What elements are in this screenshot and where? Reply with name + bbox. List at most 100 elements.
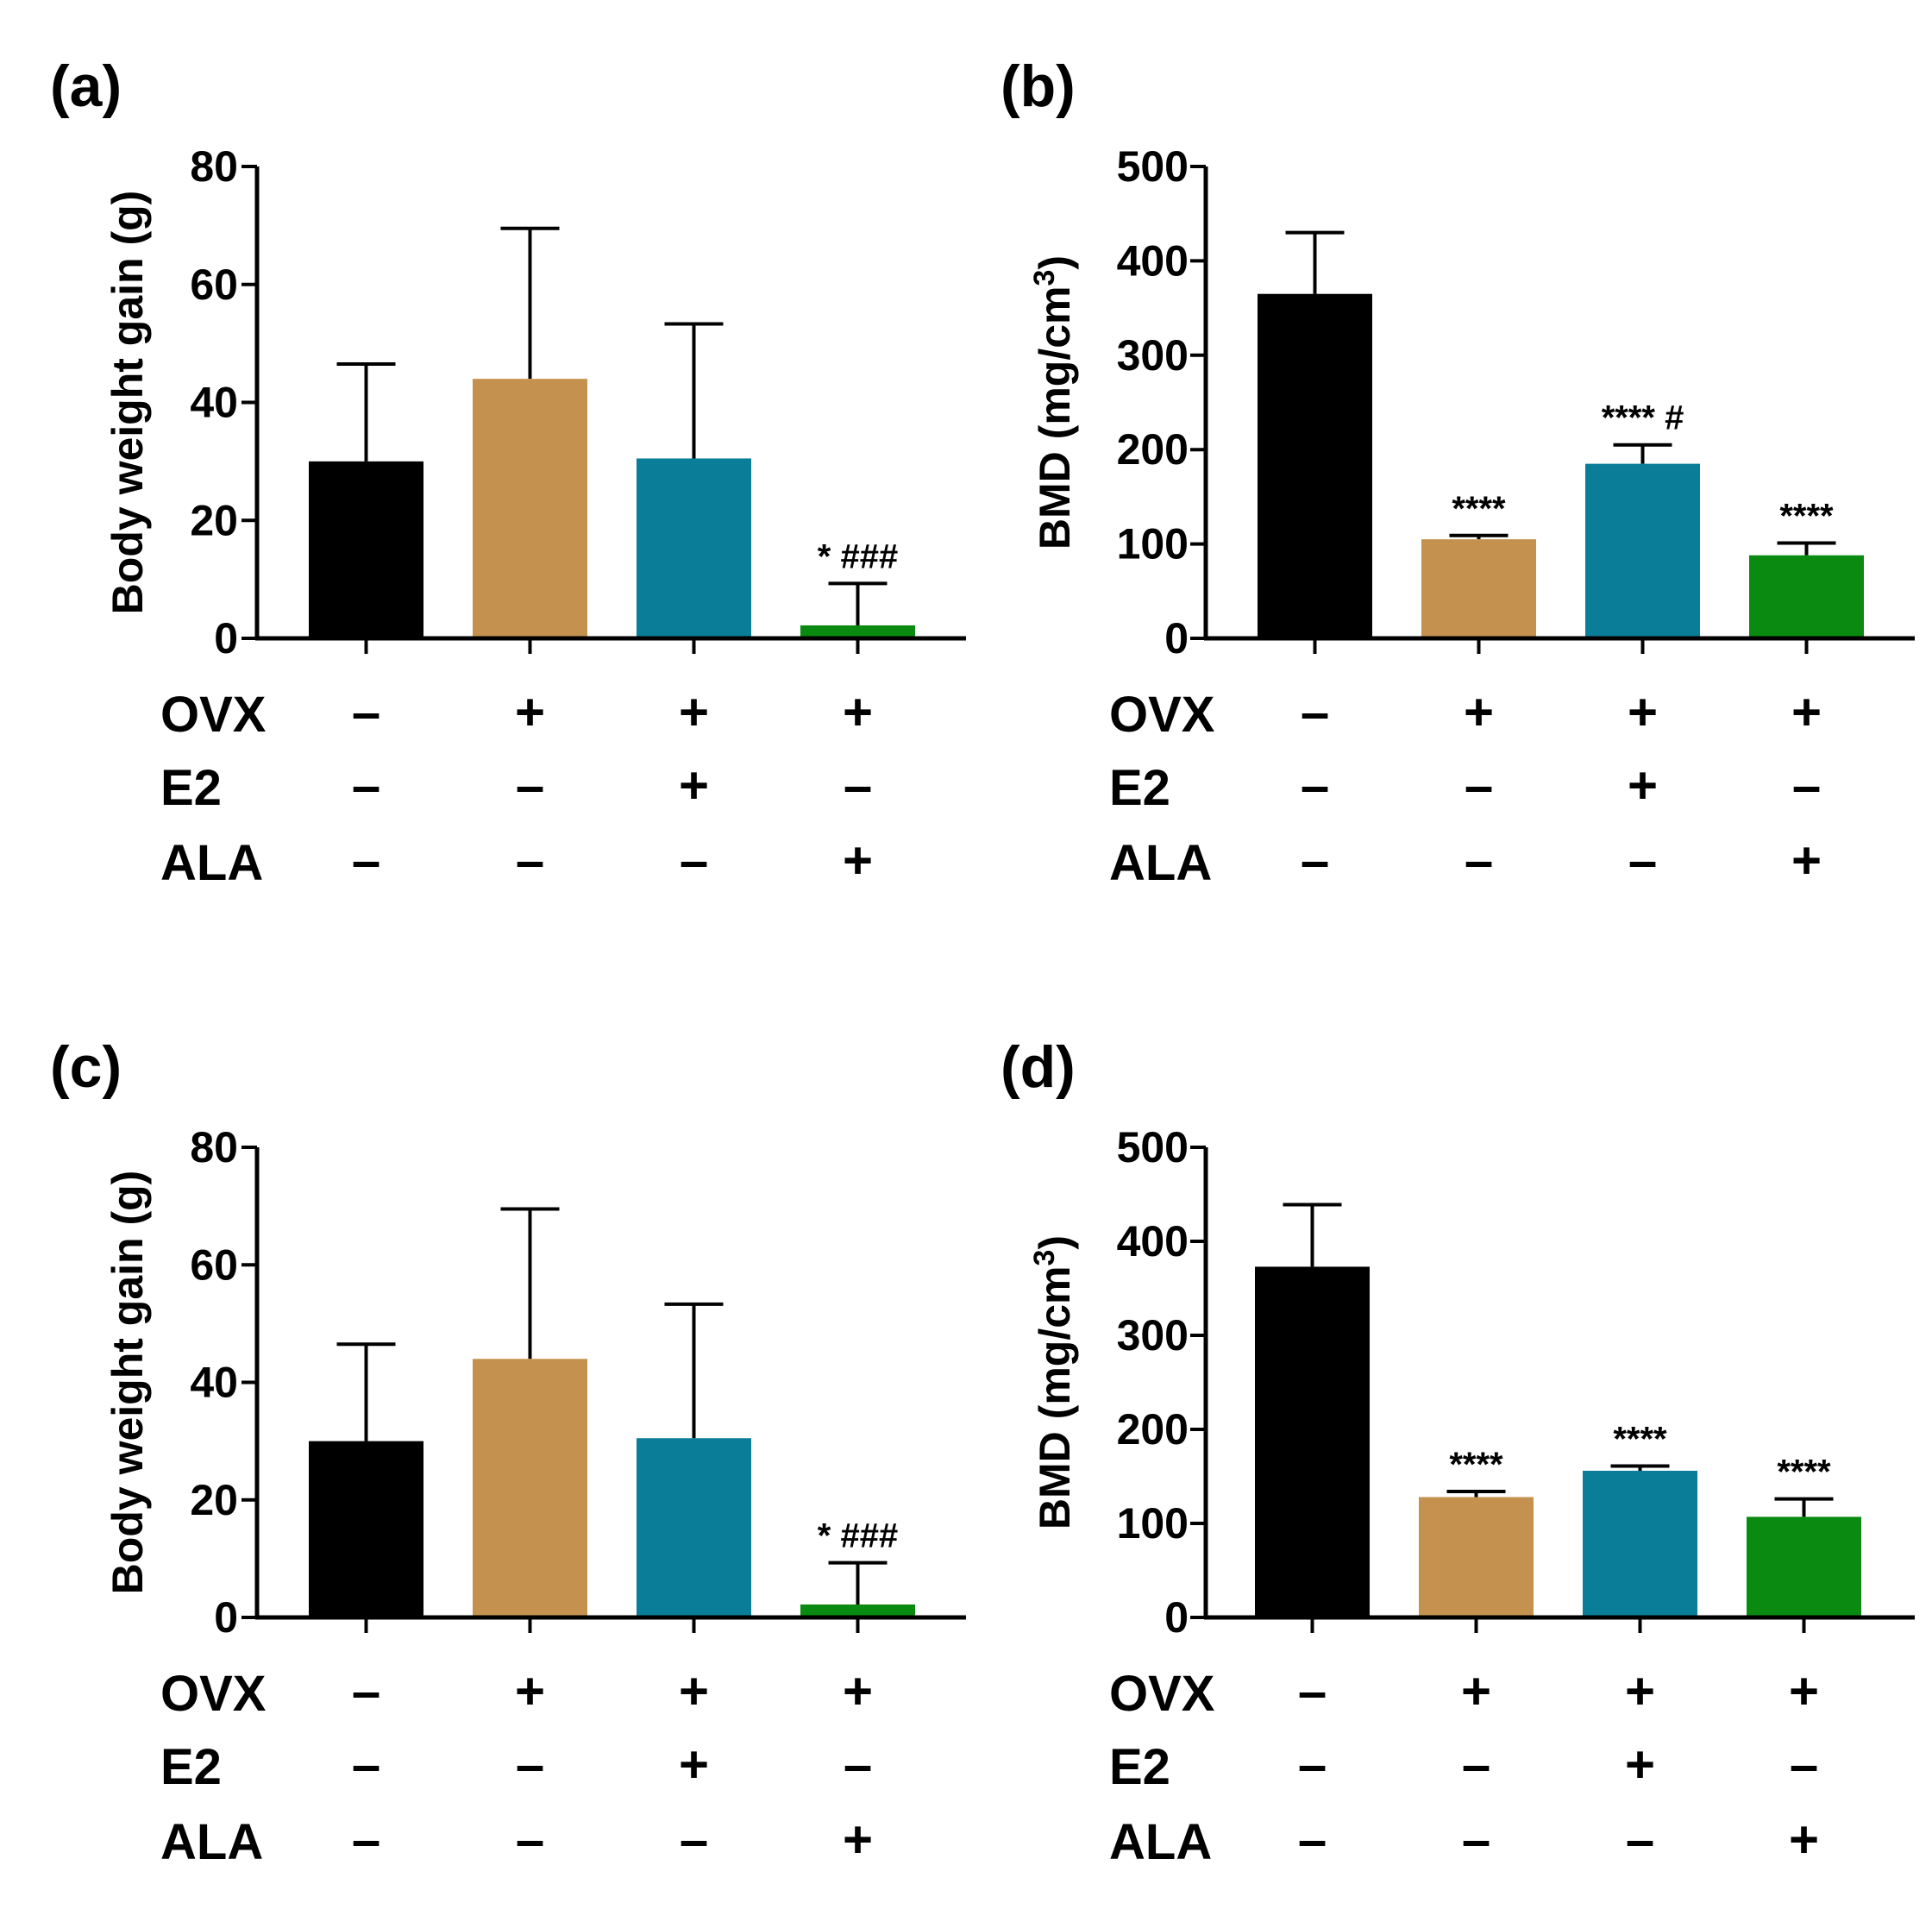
treatment-row-label: E2 xyxy=(1109,1739,1170,1795)
treatment-symbol: + xyxy=(515,1662,545,1720)
treatment-symbol: + xyxy=(679,1736,709,1793)
significance-annotation: **** xyxy=(1452,490,1506,528)
bar-ovx-e2 xyxy=(637,458,751,638)
treatment-symbol: – xyxy=(680,1811,708,1868)
treatment-symbol: + xyxy=(1789,1811,1819,1868)
y-axis-title-tail: ) xyxy=(1031,255,1079,270)
y-axis-title-superscript: 3 xyxy=(1028,1250,1061,1266)
significance-annotation: **** xyxy=(1613,1421,1667,1459)
y-tick-label: 100 xyxy=(1117,520,1189,568)
panel-label: (c) xyxy=(50,1034,122,1100)
treatment-symbol: + xyxy=(679,757,709,814)
y-tick-label: 200 xyxy=(1117,1405,1189,1454)
chart-panel-1: (b) **** **** # **** 0 100 200 300 400 500 BMD (mg… xyxy=(1000,53,1915,891)
bar-control xyxy=(309,1441,423,1617)
treatment-symbol: – xyxy=(516,757,544,814)
y-tick-label: 0 xyxy=(214,614,238,662)
y-tick-label: 100 xyxy=(1117,1499,1189,1548)
y-axis-title-main: BMD (mg/cm xyxy=(1031,286,1079,550)
treatment-symbol: – xyxy=(352,683,380,741)
significance-annotation: **** # xyxy=(1602,399,1684,437)
treatment-symbol: – xyxy=(1792,757,1821,814)
y-axis-title: BMD (mg/cm3) xyxy=(1028,1235,1079,1529)
y-axis-title-main: Body weight gain (g) xyxy=(104,1171,152,1595)
treatment-symbol: – xyxy=(1626,1811,1654,1868)
treatment-symbol: – xyxy=(844,1736,872,1793)
treatment-symbol: + xyxy=(1628,757,1658,814)
treatment-symbol: – xyxy=(1462,1811,1490,1868)
y-tick-label: 80 xyxy=(190,1123,238,1171)
y-tick-label: 200 xyxy=(1117,425,1189,474)
treatment-symbol: + xyxy=(1791,683,1822,741)
y-axis-title-main: Body weight gain (g) xyxy=(104,191,152,615)
treatment-symbol: – xyxy=(516,1811,544,1868)
treatment-symbol: – xyxy=(1301,757,1329,814)
chart-panel-0: (a) * ### 0 20 40 60 80 Body weight gain (g) OVX… xyxy=(50,53,966,891)
bar-ovx-ala xyxy=(1749,555,1864,638)
treatment-symbol: – xyxy=(680,832,708,889)
treatment-symbol: – xyxy=(352,832,380,889)
treatment-symbol: – xyxy=(352,1736,380,1793)
y-axis-title: Body weight gain (g) xyxy=(104,1171,152,1595)
significance-annotation: * ### xyxy=(818,537,898,575)
treatment-symbol: + xyxy=(843,1811,873,1868)
y-tick-label: 40 xyxy=(190,1359,238,1407)
treatment-symbol: + xyxy=(1628,683,1658,741)
y-tick-label: 0 xyxy=(214,1593,238,1642)
y-tick-label: 400 xyxy=(1117,1217,1189,1265)
bar-control xyxy=(309,461,423,638)
treatment-row-label: OVX xyxy=(1109,1666,1215,1722)
y-tick-label: 400 xyxy=(1117,236,1189,285)
panel-label: (a) xyxy=(50,53,122,119)
treatment-row-label: ALA xyxy=(1109,1814,1212,1870)
treatment-row-label: ALA xyxy=(160,835,263,891)
treatment-row-label: OVX xyxy=(1109,687,1215,743)
y-tick-label: 500 xyxy=(1117,142,1189,191)
chart-panel-2: (c) * ### 0 20 40 60 80 Body weight gain (g) OVX… xyxy=(50,1034,966,1870)
treatment-row-label: E2 xyxy=(1109,760,1170,816)
treatment-symbol: – xyxy=(1298,1662,1327,1720)
treatment-symbol: + xyxy=(1461,1662,1491,1720)
bar-ovx xyxy=(1421,539,1536,638)
treatment-symbol: + xyxy=(1789,1662,1819,1720)
treatment-symbol: – xyxy=(1301,832,1329,889)
y-tick-label: 80 xyxy=(190,142,238,191)
treatment-symbol: + xyxy=(679,683,709,741)
treatment-symbol: – xyxy=(1298,1811,1327,1868)
y-tick-label: 300 xyxy=(1117,331,1189,380)
treatment-symbol: – xyxy=(1465,757,1493,814)
y-tick-label: 20 xyxy=(190,496,238,544)
treatment-symbol: – xyxy=(1465,832,1493,889)
bar-ovx-e2 xyxy=(1583,1470,1697,1617)
y-tick-label: 500 xyxy=(1117,1123,1189,1171)
treatment-symbol: – xyxy=(1462,1736,1490,1793)
treatment-symbol: + xyxy=(843,832,873,889)
y-tick-label: 20 xyxy=(190,1476,238,1524)
y-tick-label: 0 xyxy=(1164,614,1189,662)
treatment-row-label: OVX xyxy=(160,1666,267,1722)
bar-control xyxy=(1255,1266,1370,1617)
treatment-symbol: – xyxy=(352,757,380,814)
y-axis-title: Body weight gain (g) xyxy=(104,191,152,615)
treatment-symbol: – xyxy=(352,1811,380,1868)
bar-ovx xyxy=(473,1359,587,1617)
bar-ovx-ala xyxy=(800,625,915,638)
y-axis-title: BMD (mg/cm3) xyxy=(1028,255,1079,549)
treatment-symbol: + xyxy=(515,683,545,741)
treatment-symbol: + xyxy=(1791,832,1822,889)
bar-ovx-ala xyxy=(800,1604,915,1617)
y-tick-label: 60 xyxy=(190,1240,238,1289)
y-tick-label: 0 xyxy=(1164,1593,1189,1642)
treatment-symbol: + xyxy=(1625,1736,1655,1793)
bar-ovx xyxy=(473,379,587,638)
bar-ovx-e2 xyxy=(637,1438,751,1617)
y-tick-label: 60 xyxy=(190,261,238,309)
panel-label: (d) xyxy=(1000,1034,1076,1100)
treatment-row-label: OVX xyxy=(160,687,267,743)
treatment-symbol: – xyxy=(516,832,544,889)
treatment-symbol: + xyxy=(1464,683,1494,741)
treatment-row-label: E2 xyxy=(160,760,222,816)
treatment-row-label: ALA xyxy=(1109,835,1212,891)
y-tick-label: 300 xyxy=(1117,1311,1189,1360)
